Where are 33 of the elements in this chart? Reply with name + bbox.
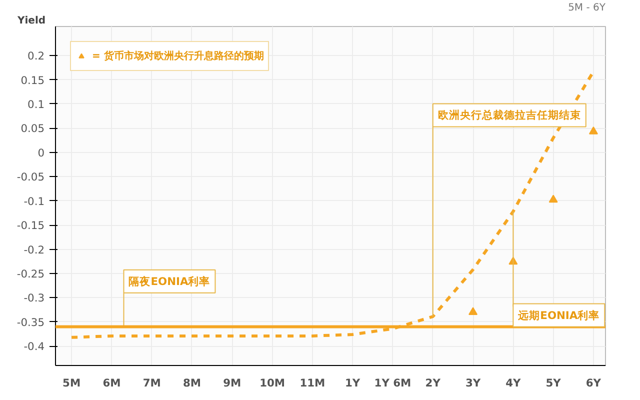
ref-line-label: 隔夜EONIA利率 [128,274,210,288]
annotation: 欧洲央行总裁德拉吉任期结束 [438,108,581,122]
legend-label: = 货币市场对欧洲央行升息路径的预期 [92,49,264,63]
y-tick-label: -0.4 [24,340,45,354]
x-tick-label: 1Y [345,376,360,390]
y-tick-label: -0.15 [16,219,45,232]
y-tick-label: 0.2 [28,50,45,63]
annotation: 远期EONIA利率 [517,308,600,322]
text: 5M - 6Y [568,2,606,14]
y-tick-label: -0.3 [24,292,45,305]
y-tick-label: -0.25 [16,267,45,280]
x-tick-label: 2Y [425,376,441,390]
x-tick-label: 9M [223,376,242,390]
y-tick-label: 0.05 [20,122,45,136]
y-tick-label: -0.35 [16,316,45,329]
x-tick-label: 10M [260,376,286,390]
x-tick-label: 5M [62,376,81,390]
y-axis-title: Yield [16,16,46,26]
x-tick-label: 6M [102,376,121,390]
y-tick-label: -0.1 [24,194,45,208]
x-tick-label: 1Y 6M [374,376,412,390]
y-tick-label: 0.1 [28,98,45,111]
x-tick-label: 3Y [465,376,481,390]
x-tick-label: 6Y [586,376,602,390]
y-tick-label: 0.15 [20,74,45,87]
x-tick-label: 4Y [506,376,522,390]
x-tick-label: 8M [182,376,202,390]
y-tick-label: 0 [38,146,45,160]
y-tick-label: -0.2 [24,243,45,256]
x-tick-label: 11M [300,376,326,390]
y-tick-label: -0.05 [16,170,45,184]
x-tick-label: 7M [142,376,161,390]
x-tick-label: 5Y [546,376,562,390]
